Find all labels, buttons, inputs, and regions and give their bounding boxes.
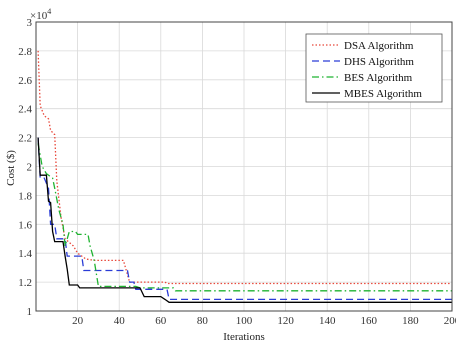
x-tick-label: 40 bbox=[114, 315, 126, 327]
legend-box bbox=[305, 33, 443, 103]
y-tick-label: 2 bbox=[27, 162, 33, 174]
series-line-dsa-algorithm bbox=[37, 50, 452, 285]
y-tick-label: 2.8 bbox=[18, 46, 32, 58]
legend-label-mbes: MBES Algorithm bbox=[344, 88, 422, 100]
x-tick-label: 140 bbox=[319, 315, 336, 327]
x-tick-label: 60 bbox=[155, 315, 167, 327]
x-axis-label: Iterations bbox=[223, 331, 265, 343]
x-tick-label: 80 bbox=[197, 315, 209, 327]
plot-frame bbox=[35, 21, 453, 312]
x-tick-label: 160 bbox=[361, 315, 378, 327]
legend-label-dsa: DSA Algorithm bbox=[344, 40, 414, 52]
y-tick-label: 1.8 bbox=[18, 190, 32, 202]
y-tick-label: 1.2 bbox=[18, 277, 32, 289]
legend-label-bes: BES Algorithm bbox=[344, 72, 413, 84]
x-tick-label: 180 bbox=[402, 315, 419, 327]
y-tick-label: 1.4 bbox=[18, 248, 32, 260]
legend: DSA Algorithm DHS Algorithm BES Algorith… bbox=[305, 33, 443, 103]
series-line-mbes-algorithm bbox=[37, 137, 452, 303]
x-tick-label: 120 bbox=[277, 315, 294, 327]
series-layer bbox=[37, 50, 452, 303]
y-tick-label: 2.4 bbox=[18, 104, 32, 116]
legend-label-dhs: DHS Algorithm bbox=[344, 56, 414, 68]
y-tick-label: 1.6 bbox=[18, 219, 32, 231]
tick-labels: 20 40 60 80 100 120 140 160 180 200 1 1.2 1.4 1.6 1.8 2… bbox=[18, 17, 456, 327]
x-tick-label: 20 bbox=[72, 315, 84, 327]
y-multiplier: ×104 bbox=[30, 7, 51, 22]
y-tick-label: 2.2 bbox=[18, 133, 32, 145]
x-tick-label: 200 bbox=[444, 315, 456, 327]
x-tick-label: 100 bbox=[236, 315, 253, 327]
y-axis-label: Cost ($) bbox=[5, 150, 17, 186]
y-tick-label: 3 bbox=[27, 17, 33, 29]
y-tick-label: 1 bbox=[27, 306, 33, 318]
y-tick-label: 2.6 bbox=[18, 75, 32, 87]
